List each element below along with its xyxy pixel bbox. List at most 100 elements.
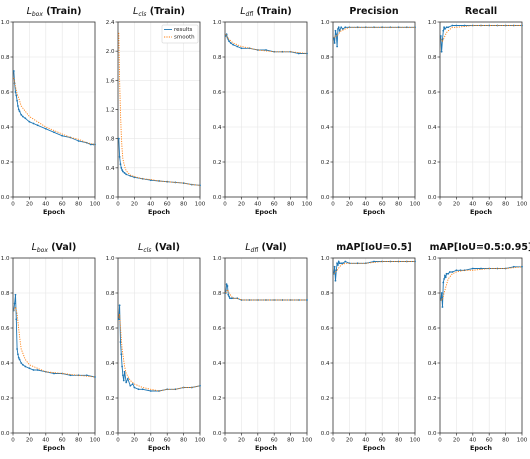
series-line-smooth xyxy=(440,266,523,301)
data-point-results xyxy=(337,28,339,30)
plot-frame xyxy=(117,257,201,434)
x-axis-label: Epoch xyxy=(470,444,492,452)
y-tick-label: 0.0 xyxy=(1,431,10,437)
data-point-results xyxy=(334,29,337,32)
y-tick-label: 1.0 xyxy=(321,20,330,26)
x-tick-label: 80 xyxy=(180,202,187,208)
data-point-results xyxy=(337,264,339,266)
x-tick-label: 100 xyxy=(517,438,528,444)
y-tick-label: 0.8 xyxy=(428,55,437,61)
x-tick-label: 20 xyxy=(131,438,138,444)
data-point-results xyxy=(333,265,336,268)
x-tick-label: 40 xyxy=(42,202,49,208)
data-point-results xyxy=(471,267,474,270)
data-point-results xyxy=(199,384,201,387)
y-tick-label: 1.0 xyxy=(428,20,437,26)
data-point-results xyxy=(126,377,129,380)
y-tick-label: 0.8 xyxy=(321,291,330,297)
data-point-results xyxy=(117,318,120,321)
data-point-results xyxy=(61,134,64,137)
data-point-results xyxy=(24,117,27,120)
x-tick-label: 60 xyxy=(486,438,493,444)
y-tick-label: 0.0 xyxy=(321,431,330,437)
x-tick-label: 100 xyxy=(195,202,206,208)
chart-panel-1: 0 20 40 60 80 100 0.0 0.2 0.4 0.6 0.8 1.0 Lbox (Trai… xyxy=(1,6,101,216)
y-tick-label: 0.0 xyxy=(428,195,437,201)
chart-title: Lbox (Train) xyxy=(27,6,82,18)
data-point-results xyxy=(12,70,15,72)
y-tick-label: 0.8 xyxy=(106,137,115,143)
y-tick-label: 1.0 xyxy=(1,256,10,262)
data-point-results xyxy=(14,293,17,296)
x-tick-label: 80 xyxy=(502,202,509,208)
data-point-results xyxy=(117,137,120,140)
x-tick-label: 80 xyxy=(180,438,187,444)
y-tick-label: 2.0 xyxy=(106,49,115,55)
y-tick-label: 0.0 xyxy=(428,431,437,437)
x-axis-label: Epoch xyxy=(255,444,277,452)
data-point-results xyxy=(226,285,229,287)
data-point-results xyxy=(228,40,231,43)
data-point-results xyxy=(447,26,450,29)
data-point-results xyxy=(225,283,228,286)
plot-frame xyxy=(224,257,308,434)
data-point-results xyxy=(123,370,126,373)
y-tick-label: 0.8 xyxy=(213,291,222,297)
chart-panel-3: 0 20 40 60 80 100 0.0 0.2 0.4 0.6 0.8 1.0 Ldfl (Trai… xyxy=(213,6,313,216)
data-point-results xyxy=(125,173,128,176)
y-tick-label: 1.0 xyxy=(106,256,115,262)
data-point-results xyxy=(28,120,31,123)
y-tick-label: 0.2 xyxy=(428,396,437,402)
data-point-results xyxy=(232,43,235,46)
data-point-results xyxy=(15,94,18,97)
y-tick-label: 1.6 xyxy=(106,78,115,84)
y-tick-label: 1.0 xyxy=(213,256,222,262)
chart-title: Lbox (Val) xyxy=(32,242,77,254)
y-tick-label: 0.6 xyxy=(213,90,222,96)
data-point-results xyxy=(236,45,239,48)
chart-title: Lcls (Train) xyxy=(133,6,185,18)
y-tick-label: 0.8 xyxy=(1,55,10,61)
x-tick-label: 100 xyxy=(90,438,101,444)
data-point-results xyxy=(338,262,341,265)
data-point-results xyxy=(512,265,515,268)
data-point-results xyxy=(17,105,19,107)
x-tick-label: 20 xyxy=(453,202,460,208)
x-tick-label: 100 xyxy=(410,438,421,444)
chart-title: mAP[IoU=0.5] xyxy=(336,242,411,253)
data-point-results xyxy=(36,369,39,371)
data-point-results xyxy=(336,45,338,48)
data-point-results xyxy=(36,124,39,127)
series-line-smooth xyxy=(13,305,96,378)
data-point-results xyxy=(118,155,121,158)
y-tick-label: 0.6 xyxy=(213,326,222,332)
data-point-results xyxy=(440,292,443,294)
data-point-results xyxy=(229,297,231,300)
data-point-results xyxy=(480,267,482,270)
data-point-results xyxy=(440,50,443,53)
x-tick-label: 0 xyxy=(223,438,227,444)
data-point-results xyxy=(16,99,18,102)
plot-frame xyxy=(439,21,523,198)
data-point-results xyxy=(488,24,491,27)
x-tick-label: 60 xyxy=(271,202,278,208)
chart-panel-8: 0 20 40 60 80 100 0.0 0.2 0.4 0.6 0.8 1.0 Ldfl (Val)… xyxy=(213,242,313,452)
chart-title: Recall xyxy=(465,6,497,17)
y-tick-label: 0.8 xyxy=(1,291,10,297)
x-tick-label: 20 xyxy=(346,438,353,444)
data-point-results xyxy=(21,115,24,118)
data-point-results xyxy=(24,365,27,368)
x-axis-label: Epoch xyxy=(255,208,277,216)
data-point-results xyxy=(17,356,20,359)
data-point-results xyxy=(53,131,55,134)
data-point-results xyxy=(335,269,338,272)
data-point-results xyxy=(18,358,21,361)
plot-frame xyxy=(332,257,416,434)
x-tick-label: 40 xyxy=(469,438,476,444)
y-tick-label: 0.4 xyxy=(106,361,115,367)
data-point-results xyxy=(17,353,19,356)
y-tick-label: 0.2 xyxy=(213,396,222,402)
plot-frame xyxy=(12,257,96,434)
y-tick-label: 0.6 xyxy=(428,90,437,96)
data-point-results xyxy=(356,262,359,265)
